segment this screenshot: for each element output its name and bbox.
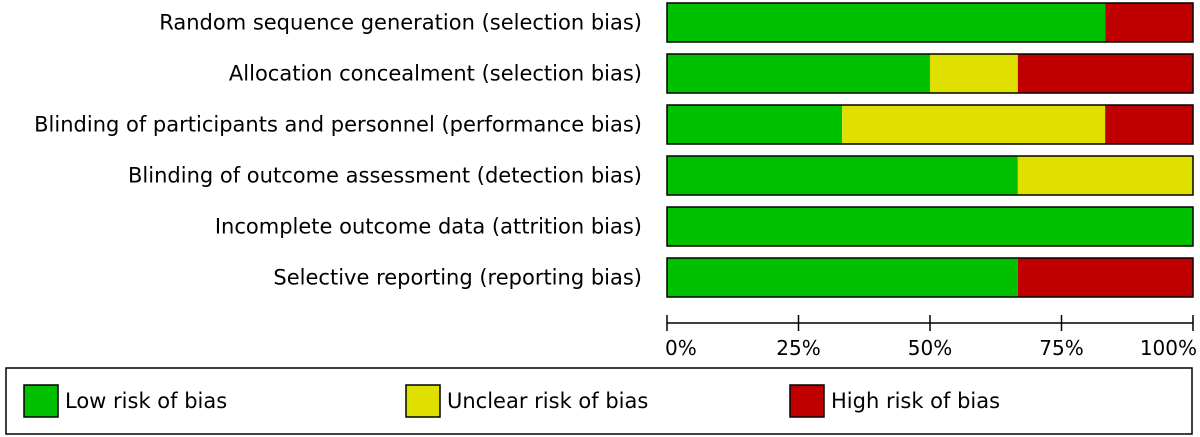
row-labels: Random sequence generation (selection bi… xyxy=(34,11,642,290)
x-tick-label: 25% xyxy=(776,336,820,360)
x-tick-label: 0% xyxy=(665,336,697,360)
legend-box xyxy=(5,367,1193,435)
legend-label-high-risk-of-bias: High risk of bias xyxy=(831,389,1000,413)
bar-outline-row-4 xyxy=(666,155,1194,196)
row-label: Blinding of participants and personnel (… xyxy=(34,113,642,137)
x-tick-label: 50% xyxy=(908,336,952,360)
row-label: Selective reporting (reporting bias) xyxy=(273,266,642,290)
row-label: Blinding of outcome assessment (detectio… xyxy=(128,164,642,188)
legend-label-low-risk-of-bias: Low risk of bias xyxy=(65,389,227,413)
bar-segment-row-6-low-risk-of-bias xyxy=(667,258,1018,297)
bar-segment-row-4-low-risk-of-bias xyxy=(667,156,1018,195)
bar-segment-row-1-low-risk-of-bias xyxy=(667,3,1106,42)
legend-label-unclear-risk-of-bias: Unclear risk of bias xyxy=(447,389,648,413)
bar-outline-row-1 xyxy=(666,2,1194,43)
bar-segment-row-6-high-risk-of-bias xyxy=(1017,258,1193,297)
bar-segment-row-3-unclear-risk-of-bias xyxy=(842,105,1106,144)
bar-segment-row-2-high-risk-of-bias xyxy=(1017,54,1193,93)
bar-segment-row-2-low-risk-of-bias xyxy=(667,54,930,93)
bar-outline-row-2 xyxy=(666,53,1194,94)
row-label: Incomplete outcome data (attrition bias) xyxy=(215,215,642,239)
bar-outline-row-5 xyxy=(666,206,1194,247)
legend-swatch-low-risk-of-bias xyxy=(23,384,59,418)
bar-segment-row-4-unclear-risk-of-bias xyxy=(1017,156,1193,195)
bar-outline-row-3 xyxy=(666,104,1194,145)
row-label: Allocation concealment (selection bias) xyxy=(229,62,642,86)
legend-swatch-high-risk-of-bias xyxy=(789,384,825,418)
bars xyxy=(666,2,1194,298)
x-tick-label: 100% xyxy=(1140,336,1197,360)
bar-outline-row-6 xyxy=(666,257,1194,298)
legend: Low risk of bias Unclear risk of bias High… xyxy=(5,367,1193,435)
bar-segment-row-5-low-risk-of-bias xyxy=(667,207,1193,246)
row-label: Random sequence generation (selection bi… xyxy=(159,11,642,35)
x-tick-label: 75% xyxy=(1039,336,1083,360)
bar-segment-row-1-high-risk-of-bias xyxy=(1105,3,1193,42)
legend-swatch-unclear-risk-of-bias xyxy=(405,384,441,418)
bar-segment-row-3-high-risk-of-bias xyxy=(1105,105,1193,144)
bar-segment-row-2-unclear-risk-of-bias xyxy=(930,54,1018,93)
x-axis: 0% 25% 50% 75% 100% xyxy=(665,315,1197,360)
bar-segment-row-3-low-risk-of-bias xyxy=(667,105,843,144)
